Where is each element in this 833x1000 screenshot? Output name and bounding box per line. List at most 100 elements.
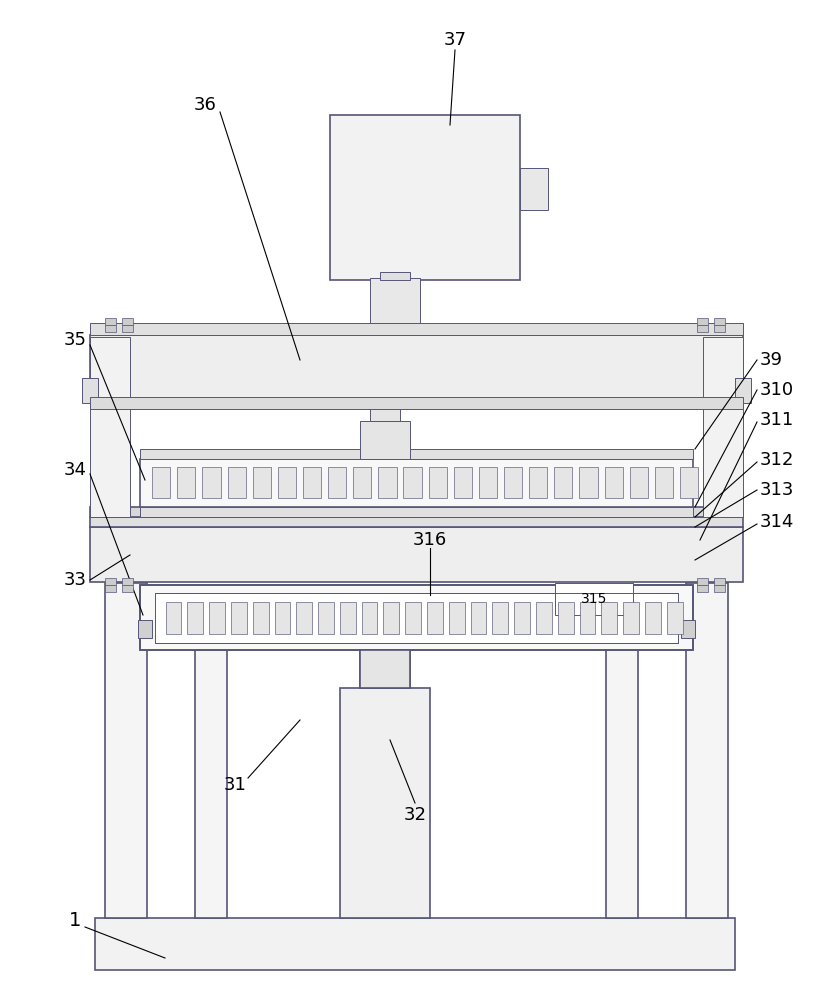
Bar — [697, 585, 708, 592]
Bar — [558, 601, 574, 634]
Bar — [703, 337, 743, 517]
Bar — [429, 467, 446, 498]
Bar — [90, 397, 743, 409]
Bar — [82, 378, 98, 403]
Bar — [275, 601, 291, 634]
Bar — [645, 601, 661, 634]
Bar — [680, 467, 698, 498]
Bar — [655, 467, 673, 498]
Text: 39: 39 — [760, 351, 783, 369]
Text: 34: 34 — [63, 461, 87, 479]
Text: 312: 312 — [760, 451, 795, 469]
Bar — [90, 507, 743, 517]
Bar — [90, 517, 743, 527]
Bar — [252, 601, 268, 634]
Bar — [140, 507, 693, 517]
Bar — [330, 115, 520, 280]
Bar — [353, 467, 372, 498]
Bar — [580, 601, 596, 634]
Bar — [697, 318, 708, 325]
Bar — [155, 593, 678, 643]
Bar — [514, 601, 530, 634]
Bar — [122, 325, 133, 332]
Bar — [555, 583, 633, 615]
Bar — [735, 378, 751, 403]
Bar — [630, 467, 648, 498]
Bar — [520, 168, 548, 210]
Bar — [140, 449, 693, 459]
Text: 310: 310 — [760, 381, 794, 399]
Bar — [328, 467, 347, 498]
Bar — [714, 578, 725, 585]
Bar — [403, 467, 421, 498]
Bar — [105, 318, 116, 325]
Bar — [105, 583, 147, 918]
Bar — [601, 601, 617, 634]
Bar — [105, 578, 116, 585]
Bar — [471, 601, 486, 634]
Text: 37: 37 — [443, 31, 466, 49]
Bar — [697, 325, 708, 332]
Bar — [231, 601, 247, 634]
Bar — [666, 601, 682, 634]
Bar — [95, 918, 735, 970]
Bar — [140, 585, 693, 650]
Bar — [370, 399, 400, 421]
Bar — [370, 278, 420, 323]
Bar — [492, 601, 508, 634]
Bar — [383, 601, 399, 634]
Bar — [529, 467, 547, 498]
Bar — [380, 272, 410, 280]
Bar — [697, 578, 708, 585]
Text: 316: 316 — [413, 531, 447, 549]
Bar — [297, 601, 312, 634]
Bar — [362, 601, 377, 634]
Bar — [90, 337, 130, 517]
Text: 36: 36 — [193, 96, 217, 114]
Bar — [504, 467, 522, 498]
Bar — [90, 323, 743, 335]
Bar — [605, 467, 623, 498]
Bar — [140, 585, 693, 650]
Bar — [227, 467, 246, 498]
Bar — [714, 585, 725, 592]
Bar — [138, 620, 152, 638]
Bar — [303, 467, 322, 498]
Bar — [405, 601, 421, 634]
Bar — [606, 648, 638, 918]
Text: 33: 33 — [63, 571, 87, 589]
Text: 311: 311 — [760, 411, 794, 429]
Bar — [318, 601, 334, 634]
Bar — [90, 527, 743, 582]
Bar — [252, 467, 271, 498]
Bar — [140, 459, 693, 507]
Text: 35: 35 — [63, 331, 87, 349]
Bar — [195, 648, 227, 918]
Bar — [122, 318, 133, 325]
Bar — [479, 467, 497, 498]
Text: 1: 1 — [69, 910, 81, 930]
Text: 32: 32 — [403, 806, 426, 824]
Bar — [340, 601, 356, 634]
Bar — [122, 585, 133, 592]
Bar — [360, 650, 410, 688]
Bar — [177, 467, 196, 498]
Bar — [360, 650, 410, 688]
Bar — [714, 318, 725, 325]
Bar — [340, 688, 430, 918]
Bar — [278, 467, 296, 498]
Bar — [209, 601, 225, 634]
Bar — [122, 578, 133, 585]
Text: 313: 313 — [760, 481, 795, 499]
Bar — [686, 583, 728, 918]
Text: 31: 31 — [223, 776, 247, 794]
Bar — [378, 467, 397, 498]
Text: 315: 315 — [581, 592, 607, 606]
Bar — [681, 620, 695, 638]
Bar — [623, 601, 639, 634]
Bar — [202, 467, 221, 498]
Text: 314: 314 — [760, 513, 795, 531]
Bar — [454, 467, 472, 498]
Bar — [105, 585, 116, 592]
Bar — [187, 601, 203, 634]
